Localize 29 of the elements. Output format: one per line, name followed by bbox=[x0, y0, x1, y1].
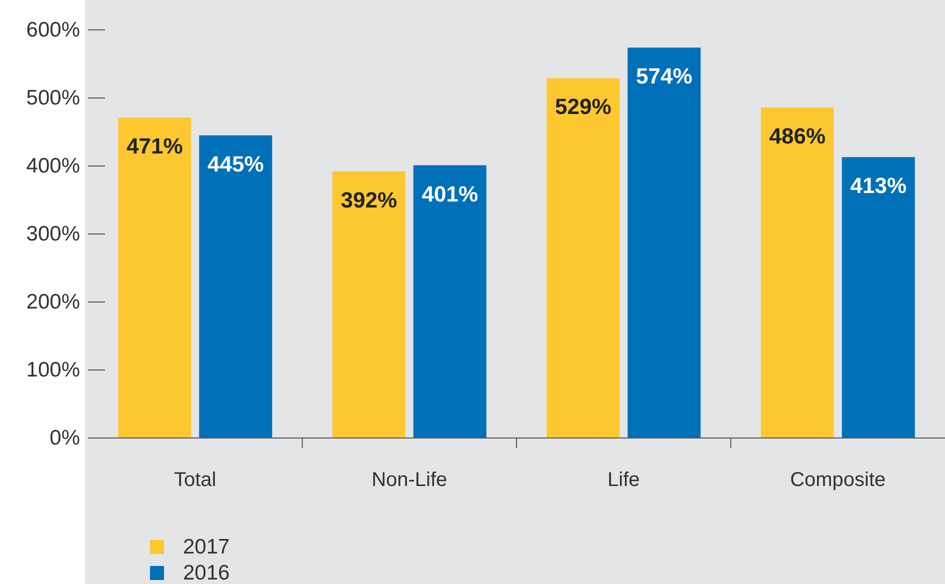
y-tick-label: 300% bbox=[26, 222, 80, 246]
bar bbox=[760, 107, 834, 438]
bar bbox=[332, 171, 406, 438]
x-tick-label: Total bbox=[174, 469, 216, 491]
text: 529% bbox=[554, 94, 612, 120]
text: 413% bbox=[850, 173, 907, 198]
y-tick-label: 600% bbox=[26, 18, 80, 42]
text: 392% bbox=[340, 187, 398, 212]
legend-label: 2017 bbox=[183, 536, 230, 558]
legend-label: 2016 bbox=[183, 562, 230, 584]
text: 445% bbox=[207, 151, 264, 176]
bar bbox=[546, 78, 620, 438]
bar bbox=[413, 165, 486, 438]
y-tick-label: 500% bbox=[26, 86, 80, 110]
bar bbox=[118, 118, 192, 438]
y-tick-label: 100% bbox=[26, 358, 80, 382]
text: 486% bbox=[769, 123, 826, 148]
x-tick-label: Life bbox=[608, 469, 640, 491]
bar bbox=[842, 157, 915, 438]
text: 401% bbox=[422, 181, 478, 206]
bar bbox=[628, 48, 701, 438]
bar bbox=[199, 135, 272, 438]
x-tick-label: Composite bbox=[790, 469, 886, 491]
y-tick-label: 200% bbox=[26, 290, 80, 314]
text: 574% bbox=[636, 64, 692, 89]
text: 471% bbox=[126, 134, 183, 159]
x-tick-label: Non-Life bbox=[372, 469, 448, 491]
y-tick-label: 400% bbox=[26, 154, 80, 178]
y-tick-label: 0% bbox=[50, 426, 80, 450]
